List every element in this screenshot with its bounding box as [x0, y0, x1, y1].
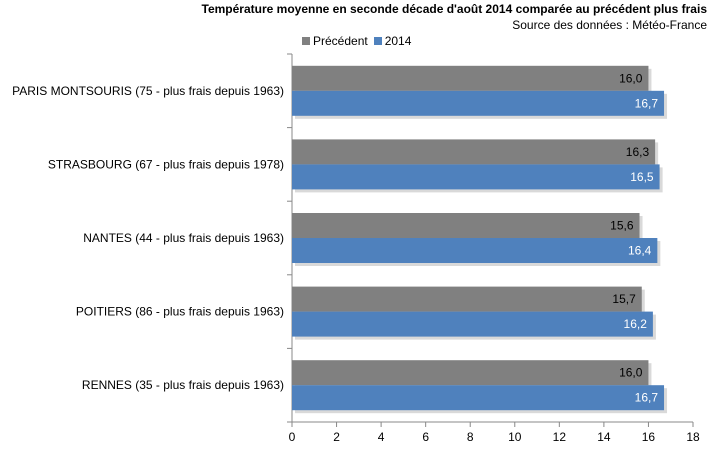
bar-2014 — [292, 238, 658, 263]
bar-previous — [292, 139, 656, 165]
data-label-2014: 16,5 — [630, 170, 654, 184]
x-tick-label: 18 — [686, 430, 700, 444]
data-label-2014: 16,7 — [635, 391, 659, 405]
data-label-previous: 16,0 — [619, 366, 643, 380]
bar-previous — [292, 213, 640, 238]
bar-2014 — [292, 90, 665, 116]
x-tick-label: 4 — [378, 430, 385, 444]
legend-label-previous: Précédent — [313, 34, 368, 48]
legend-swatch-previous — [302, 37, 310, 45]
x-tick-label: 6 — [422, 430, 429, 444]
legend-item-previous: Précédent — [302, 34, 368, 48]
data-label-previous: 15,7 — [612, 292, 636, 306]
x-tick-label: 12 — [553, 430, 567, 444]
x-tick-label: 0 — [289, 430, 296, 444]
category-label: STRASBOURG (67 - plus frais depuis 1978) — [48, 157, 284, 171]
bar-previous — [292, 360, 649, 386]
data-label-previous: 16,0 — [619, 71, 643, 85]
x-tick-label: 14 — [597, 430, 611, 444]
x-tick-label: 2 — [333, 430, 340, 444]
data-label-2014: 16,4 — [628, 244, 652, 258]
data-label-2014: 16,2 — [624, 317, 648, 331]
legend-swatch-2014 — [373, 37, 382, 45]
category-label: PARIS MONTSOURIS (75 - plus frais depuis… — [12, 84, 284, 98]
legend: Précédent 2014 — [302, 34, 417, 48]
bar-2014 — [292, 385, 665, 411]
x-tick-label: 8 — [467, 430, 474, 444]
category-label: NANTES (44 - plus frais depuis 1963) — [83, 231, 284, 245]
chart-subtitle: Source des données : Météo-France — [512, 18, 707, 32]
bar-2014 — [292, 311, 653, 337]
chart-title: Température moyenne en seconde décade d'… — [201, 2, 707, 16]
x-tick-label: 16 — [642, 430, 656, 444]
category-label: RENNES (35 - plus frais depuis 1963) — [82, 378, 284, 392]
data-label-previous: 16,3 — [626, 145, 650, 159]
bar-previous — [292, 286, 642, 312]
data-label-2014: 16,7 — [635, 96, 659, 110]
legend-item-2014: 2014 — [373, 34, 412, 48]
bar-previous — [292, 65, 649, 91]
data-label-previous: 15,6 — [610, 219, 634, 233]
legend-label-2014: 2014 — [384, 34, 412, 48]
bar-2014 — [292, 164, 660, 190]
category-label: POITIERS (86 - plus frais depuis 1963) — [76, 305, 284, 319]
x-tick-label: 10 — [508, 430, 522, 444]
